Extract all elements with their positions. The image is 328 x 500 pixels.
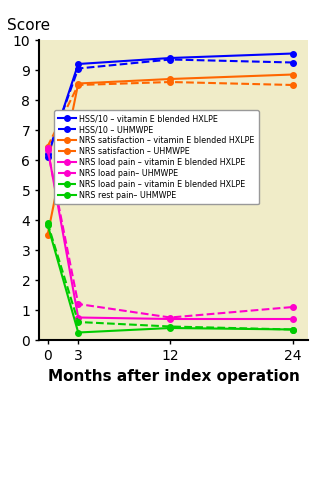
X-axis label: Months after index operation: Months after index operation [48,368,300,384]
Text: Score: Score [7,18,50,32]
Legend: HSS/10 – vitamin E blended HXLPE, HSS/10 – UHMWPE, NRS satisfaction – vitamin E : HSS/10 – vitamin E blended HXLPE, HSS/10… [54,110,258,204]
